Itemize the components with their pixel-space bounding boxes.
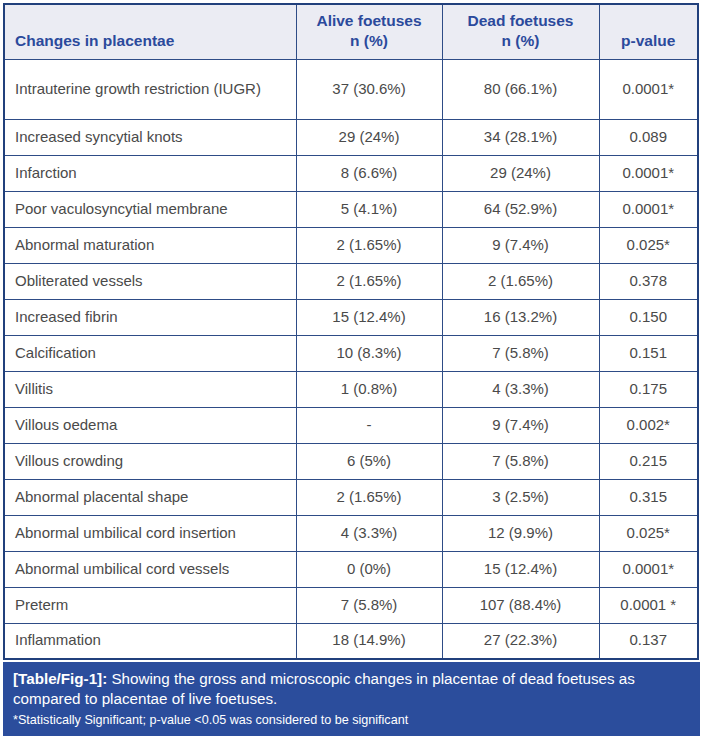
alive-cell: 1 (0.8%) <box>296 371 442 407</box>
alive-cell: 2 (1.65%) <box>296 479 442 515</box>
pvalue-cell: 0.0001* <box>599 191 698 227</box>
table-row: Preterm 7 (5.8%) 107 (88.4%) 0.0001 * <box>4 587 698 623</box>
table-caption: [Table/Fig-1]: Showing the gross and mic… <box>3 662 700 736</box>
dead-cell: 107 (88.4%) <box>442 587 599 623</box>
dead-cell: 80 (66.1%) <box>442 59 599 119</box>
pvalue-cell: 0.0001* <box>599 155 698 191</box>
caption-body: Showing the gross and microscopic change… <box>13 670 635 707</box>
alive-cell: 8 (6.6%) <box>296 155 442 191</box>
row-label-cell: Poor vaculosyncytial membrane <box>4 191 296 227</box>
alive-cell: 4 (3.3%) <box>296 515 442 551</box>
dead-cell: 27 (22.3%) <box>442 623 599 659</box>
table-row: Calcification 10 (8.3%) 7 (5.8%) 0.151 <box>4 335 698 371</box>
dead-cell: 34 (28.1%) <box>442 119 599 155</box>
column-header-sublabel: n (%) <box>447 31 595 51</box>
dead-cell: 29 (24%) <box>442 155 599 191</box>
pvalue-cell: 0.0001* <box>599 551 698 587</box>
pvalue-cell: 0.0001* <box>599 59 698 119</box>
alive-cell: - <box>296 407 442 443</box>
pvalue-cell: 0.089 <box>599 119 698 155</box>
alive-cell: 2 (1.65%) <box>296 227 442 263</box>
row-label-cell: Obliterated vessels <box>4 263 296 299</box>
alive-cell: 37 (30.6%) <box>296 59 442 119</box>
alive-cell: 0 (0%) <box>296 551 442 587</box>
table-row: Villous crowding 6 (5%) 7 (5.8%) 0.215 <box>4 443 698 479</box>
placentae-changes-table: Changes in placentae Alive foetuses n (%… <box>3 3 699 660</box>
dead-cell: 64 (52.9%) <box>442 191 599 227</box>
pvalue-cell: 0.137 <box>599 623 698 659</box>
dead-cell: 3 (2.5%) <box>442 479 599 515</box>
row-label-cell: Villous crowding <box>4 443 296 479</box>
alive-cell: 15 (12.4%) <box>296 299 442 335</box>
dead-cell: 9 (7.4%) <box>442 227 599 263</box>
header-row: Changes in placentae Alive foetuses n (%… <box>4 4 698 59</box>
column-header-changes: Changes in placentae <box>4 4 296 59</box>
table-row: Villous oedema - 9 (7.4%) 0.002* <box>4 407 698 443</box>
table-row: Obliterated vessels 2 (1.65%) 2 (1.65%) … <box>4 263 698 299</box>
column-header-label: Dead foetuses <box>447 11 595 31</box>
pvalue-cell: 0.025* <box>599 515 698 551</box>
dead-cell: 4 (3.3%) <box>442 371 599 407</box>
caption-footnote: *Statistically Significant; p-value <0.0… <box>13 712 690 728</box>
alive-cell: 6 (5%) <box>296 443 442 479</box>
row-label-cell: Calcification <box>4 335 296 371</box>
pvalue-cell: 0.315 <box>599 479 698 515</box>
alive-cell: 5 (4.1%) <box>296 191 442 227</box>
row-label-cell: Inflammation <box>4 623 296 659</box>
row-label-cell: Intrauterine growth restriction (IUGR) <box>4 59 296 119</box>
column-header-alive: Alive foetuses n (%) <box>296 4 442 59</box>
dead-cell: 15 (12.4%) <box>442 551 599 587</box>
column-header-sublabel: n (%) <box>301 31 438 51</box>
column-header-label: Alive foetuses <box>301 11 438 31</box>
alive-cell: 7 (5.8%) <box>296 587 442 623</box>
table-row: Increased syncytial knots 29 (24%) 34 (2… <box>4 119 698 155</box>
table-fig-1-page: Changes in placentae Alive foetuses n (%… <box>0 0 701 746</box>
dead-cell: 7 (5.8%) <box>442 335 599 371</box>
table-row: Poor vaculosyncytial membrane 5 (4.1%) 6… <box>4 191 698 227</box>
row-label-cell: Villitis <box>4 371 296 407</box>
table-row: Intrauterine growth restriction (IUGR) 3… <box>4 59 698 119</box>
column-header-dead: Dead foetuses n (%) <box>442 4 599 59</box>
alive-cell: 10 (8.3%) <box>296 335 442 371</box>
pvalue-cell: 0.025* <box>599 227 698 263</box>
column-header-label: p-value <box>621 32 675 49</box>
caption-label: [Table/Fig-1]: <box>13 670 107 687</box>
alive-cell: 2 (1.65%) <box>296 263 442 299</box>
pvalue-cell: 0.0001 * <box>599 587 698 623</box>
table-row: Inflammation 18 (14.9%) 27 (22.3%) 0.137 <box>4 623 698 659</box>
row-label-cell: Preterm <box>4 587 296 623</box>
dead-cell: 9 (7.4%) <box>442 407 599 443</box>
table-row: Abnormal placental shape 2 (1.65%) 3 (2.… <box>4 479 698 515</box>
alive-cell: 18 (14.9%) <box>296 623 442 659</box>
dead-cell: 12 (9.9%) <box>442 515 599 551</box>
row-label-cell: Infarction <box>4 155 296 191</box>
dead-cell: 2 (1.65%) <box>442 263 599 299</box>
table-row: Increased fibrin 15 (12.4%) 16 (13.2%) 0… <box>4 299 698 335</box>
table-row: Abnormal maturation 2 (1.65%) 9 (7.4%) 0… <box>4 227 698 263</box>
dead-cell: 7 (5.8%) <box>442 443 599 479</box>
row-label-cell: Increased syncytial knots <box>4 119 296 155</box>
pvalue-cell: 0.150 <box>599 299 698 335</box>
pvalue-cell: 0.151 <box>599 335 698 371</box>
row-label-cell: Abnormal placental shape <box>4 479 296 515</box>
table-row: Abnormal umbilical cord vessels 0 (0%) 1… <box>4 551 698 587</box>
row-label-cell: Increased fibrin <box>4 299 296 335</box>
table-row: Infarction 8 (6.6%) 29 (24%) 0.0001* <box>4 155 698 191</box>
row-label-cell: Abnormal maturation <box>4 227 296 263</box>
column-header-label: Changes in placentae <box>15 32 174 49</box>
row-label-cell: Abnormal umbilical cord insertion <box>4 515 296 551</box>
pvalue-cell: 0.378 <box>599 263 698 299</box>
table-row: Villitis 1 (0.8%) 4 (3.3%) 0.175 <box>4 371 698 407</box>
caption-text: [Table/Fig-1]: Showing the gross and mic… <box>13 669 690 709</box>
row-label-cell: Abnormal umbilical cord vessels <box>4 551 296 587</box>
table-row: Abnormal umbilical cord insertion 4 (3.3… <box>4 515 698 551</box>
row-label-cell: Villous oedema <box>4 407 296 443</box>
dead-cell: 16 (13.2%) <box>442 299 599 335</box>
pvalue-cell: 0.215 <box>599 443 698 479</box>
column-header-pvalue: p-value <box>599 4 698 59</box>
pvalue-cell: 0.002* <box>599 407 698 443</box>
alive-cell: 29 (24%) <box>296 119 442 155</box>
pvalue-cell: 0.175 <box>599 371 698 407</box>
